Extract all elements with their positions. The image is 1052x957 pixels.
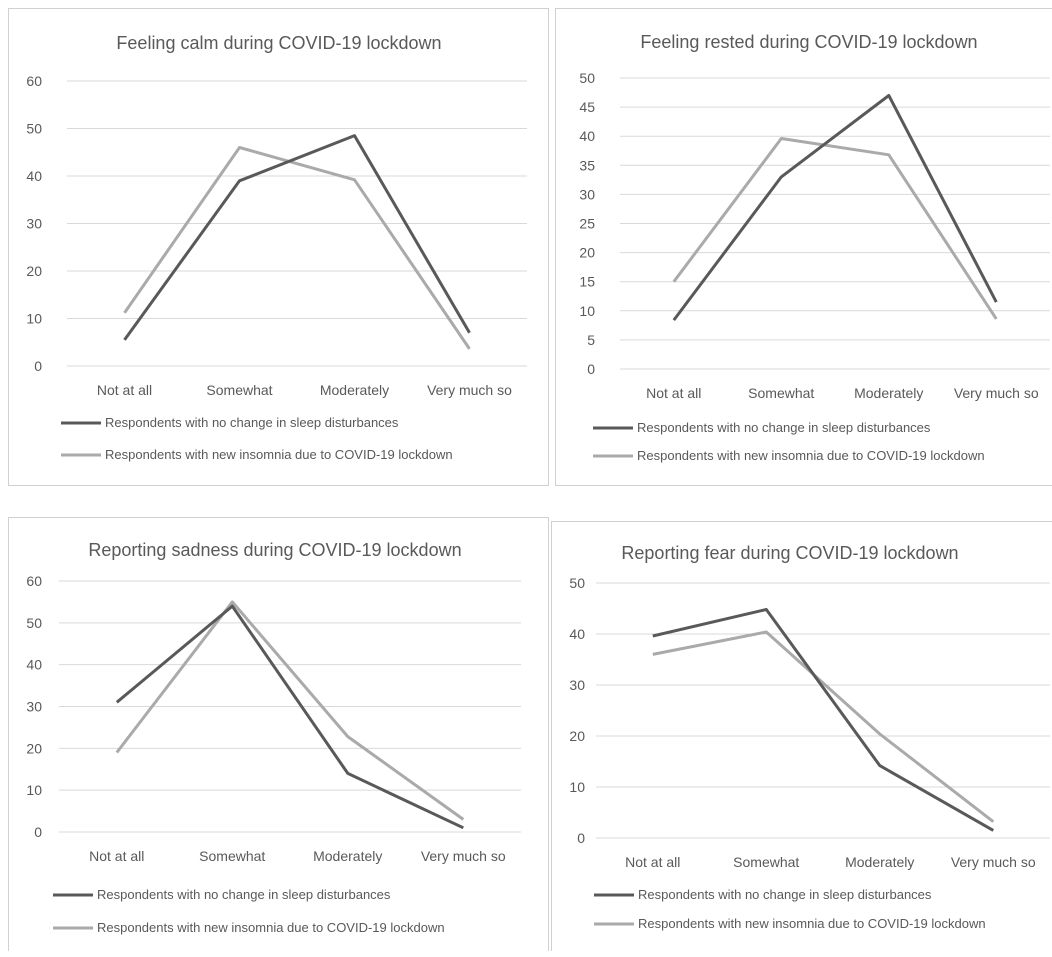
series-line-2: [672, 137, 998, 320]
x-tick-label: Very much so: [421, 848, 506, 864]
y-tick-label: 0: [577, 830, 585, 846]
x-tick-label: Somewhat: [733, 854, 799, 870]
series-line-2: [652, 630, 995, 823]
x-tick-label: Very much so: [427, 382, 512, 398]
y-tick-label: 35: [579, 157, 595, 173]
x-tick-label: Moderately: [845, 854, 914, 870]
y-tick-label: 30: [569, 677, 585, 693]
x-tick-label: Moderately: [313, 848, 382, 864]
x-tick-label: Moderately: [854, 385, 923, 401]
x-tick-label: Very much so: [954, 385, 1039, 401]
y-tick-label: 40: [26, 168, 42, 184]
y-tick-label: 20: [26, 263, 42, 279]
y-tick-label: 60: [26, 573, 42, 589]
y-tick-label: 40: [569, 626, 585, 642]
y-tick-label: 0: [587, 361, 595, 377]
chart-rested: Feeling rested during COVID-19 lockdown 0…: [579, 32, 1050, 463]
x-tick-label: Somewhat: [748, 385, 814, 401]
chart-fear: Reporting fear during COVID-19 lockdown 0…: [569, 543, 1050, 931]
y-tick-label: 20: [569, 728, 585, 744]
x-tick-label: Not at all: [625, 854, 680, 870]
y-tick-label: 10: [26, 782, 42, 798]
chart-title: Reporting sadness during COVID-19 lockdo…: [88, 540, 461, 560]
legend-label: Respondents with no change in sleep dist…: [638, 887, 932, 902]
legend-label: Respondents with no change in sleep dist…: [97, 887, 391, 902]
y-tick-label: 45: [579, 99, 595, 115]
y-tick-label: 50: [569, 575, 585, 591]
y-tick-label: 20: [26, 740, 42, 756]
chart-sadness: Reporting sadness during COVID-19 lockdo…: [26, 540, 521, 935]
x-tick-label: Somewhat: [199, 848, 265, 864]
series-line-2: [115, 600, 465, 821]
series-line-2: [123, 146, 471, 350]
y-tick-label: 15: [579, 274, 595, 290]
y-tick-label: 5: [587, 332, 595, 348]
chart-panel-calm: Feeling calm during COVID-19 lockdown 0 10…: [8, 8, 549, 486]
chart-title: Reporting fear during COVID-19 lockdown: [621, 543, 958, 563]
legend-label: Respondents with new insomnia due to COV…: [638, 916, 986, 931]
series-line-1: [672, 94, 998, 322]
y-tick-label: 0: [34, 824, 42, 840]
y-tick-label: 30: [26, 699, 42, 715]
legend-label: Respondents with new insomnia due to COV…: [97, 920, 445, 935]
y-tick-label: 30: [26, 216, 42, 232]
x-tick-label: Moderately: [320, 382, 389, 398]
y-tick-label: 0: [34, 358, 42, 374]
y-tick-label: 10: [26, 311, 42, 327]
legend-label: Respondents with new insomnia due to COV…: [637, 448, 985, 463]
y-tick-label: 50: [26, 121, 42, 137]
series-line-1: [123, 134, 471, 341]
chart-panel-rested: Feeling rested during COVID-19 lockdown 0…: [555, 8, 1052, 486]
y-tick-label: 30: [579, 186, 595, 202]
y-tick-label: 40: [26, 657, 42, 673]
y-tick-label: 40: [579, 128, 595, 144]
chart-title: Feeling rested during COVID-19 lockdown: [640, 32, 977, 52]
series-line-1: [652, 608, 995, 832]
x-tick-label: Somewhat: [206, 382, 272, 398]
y-tick-label: 50: [26, 615, 42, 631]
y-tick-label: 10: [579, 303, 595, 319]
chart-panel-fear: Reporting fear during COVID-19 lockdown 0…: [551, 521, 1052, 951]
legend-label: Respondents with new insomnia due to COV…: [105, 447, 453, 462]
chart-title: Feeling calm during COVID-19 lockdown: [116, 33, 441, 53]
x-tick-label: Very much so: [951, 854, 1036, 870]
series-line-1: [115, 604, 464, 830]
y-tick-label: 50: [579, 70, 595, 86]
legend-label: Respondents with no change in sleep dist…: [637, 420, 931, 435]
legend-label: Respondents with no change in sleep dist…: [105, 415, 399, 430]
x-tick-label: Not at all: [89, 848, 144, 864]
chart-calm: Feeling calm during COVID-19 lockdown 0 10…: [26, 33, 527, 462]
chart-panel-sadness: Reporting sadness during COVID-19 lockdo…: [8, 517, 549, 951]
x-tick-label: Not at all: [97, 382, 152, 398]
x-tick-label: Not at all: [646, 385, 701, 401]
y-tick-label: 10: [569, 779, 585, 795]
y-tick-label: 60: [26, 73, 42, 89]
y-tick-label: 20: [579, 245, 595, 261]
y-tick-label: 25: [579, 216, 595, 232]
